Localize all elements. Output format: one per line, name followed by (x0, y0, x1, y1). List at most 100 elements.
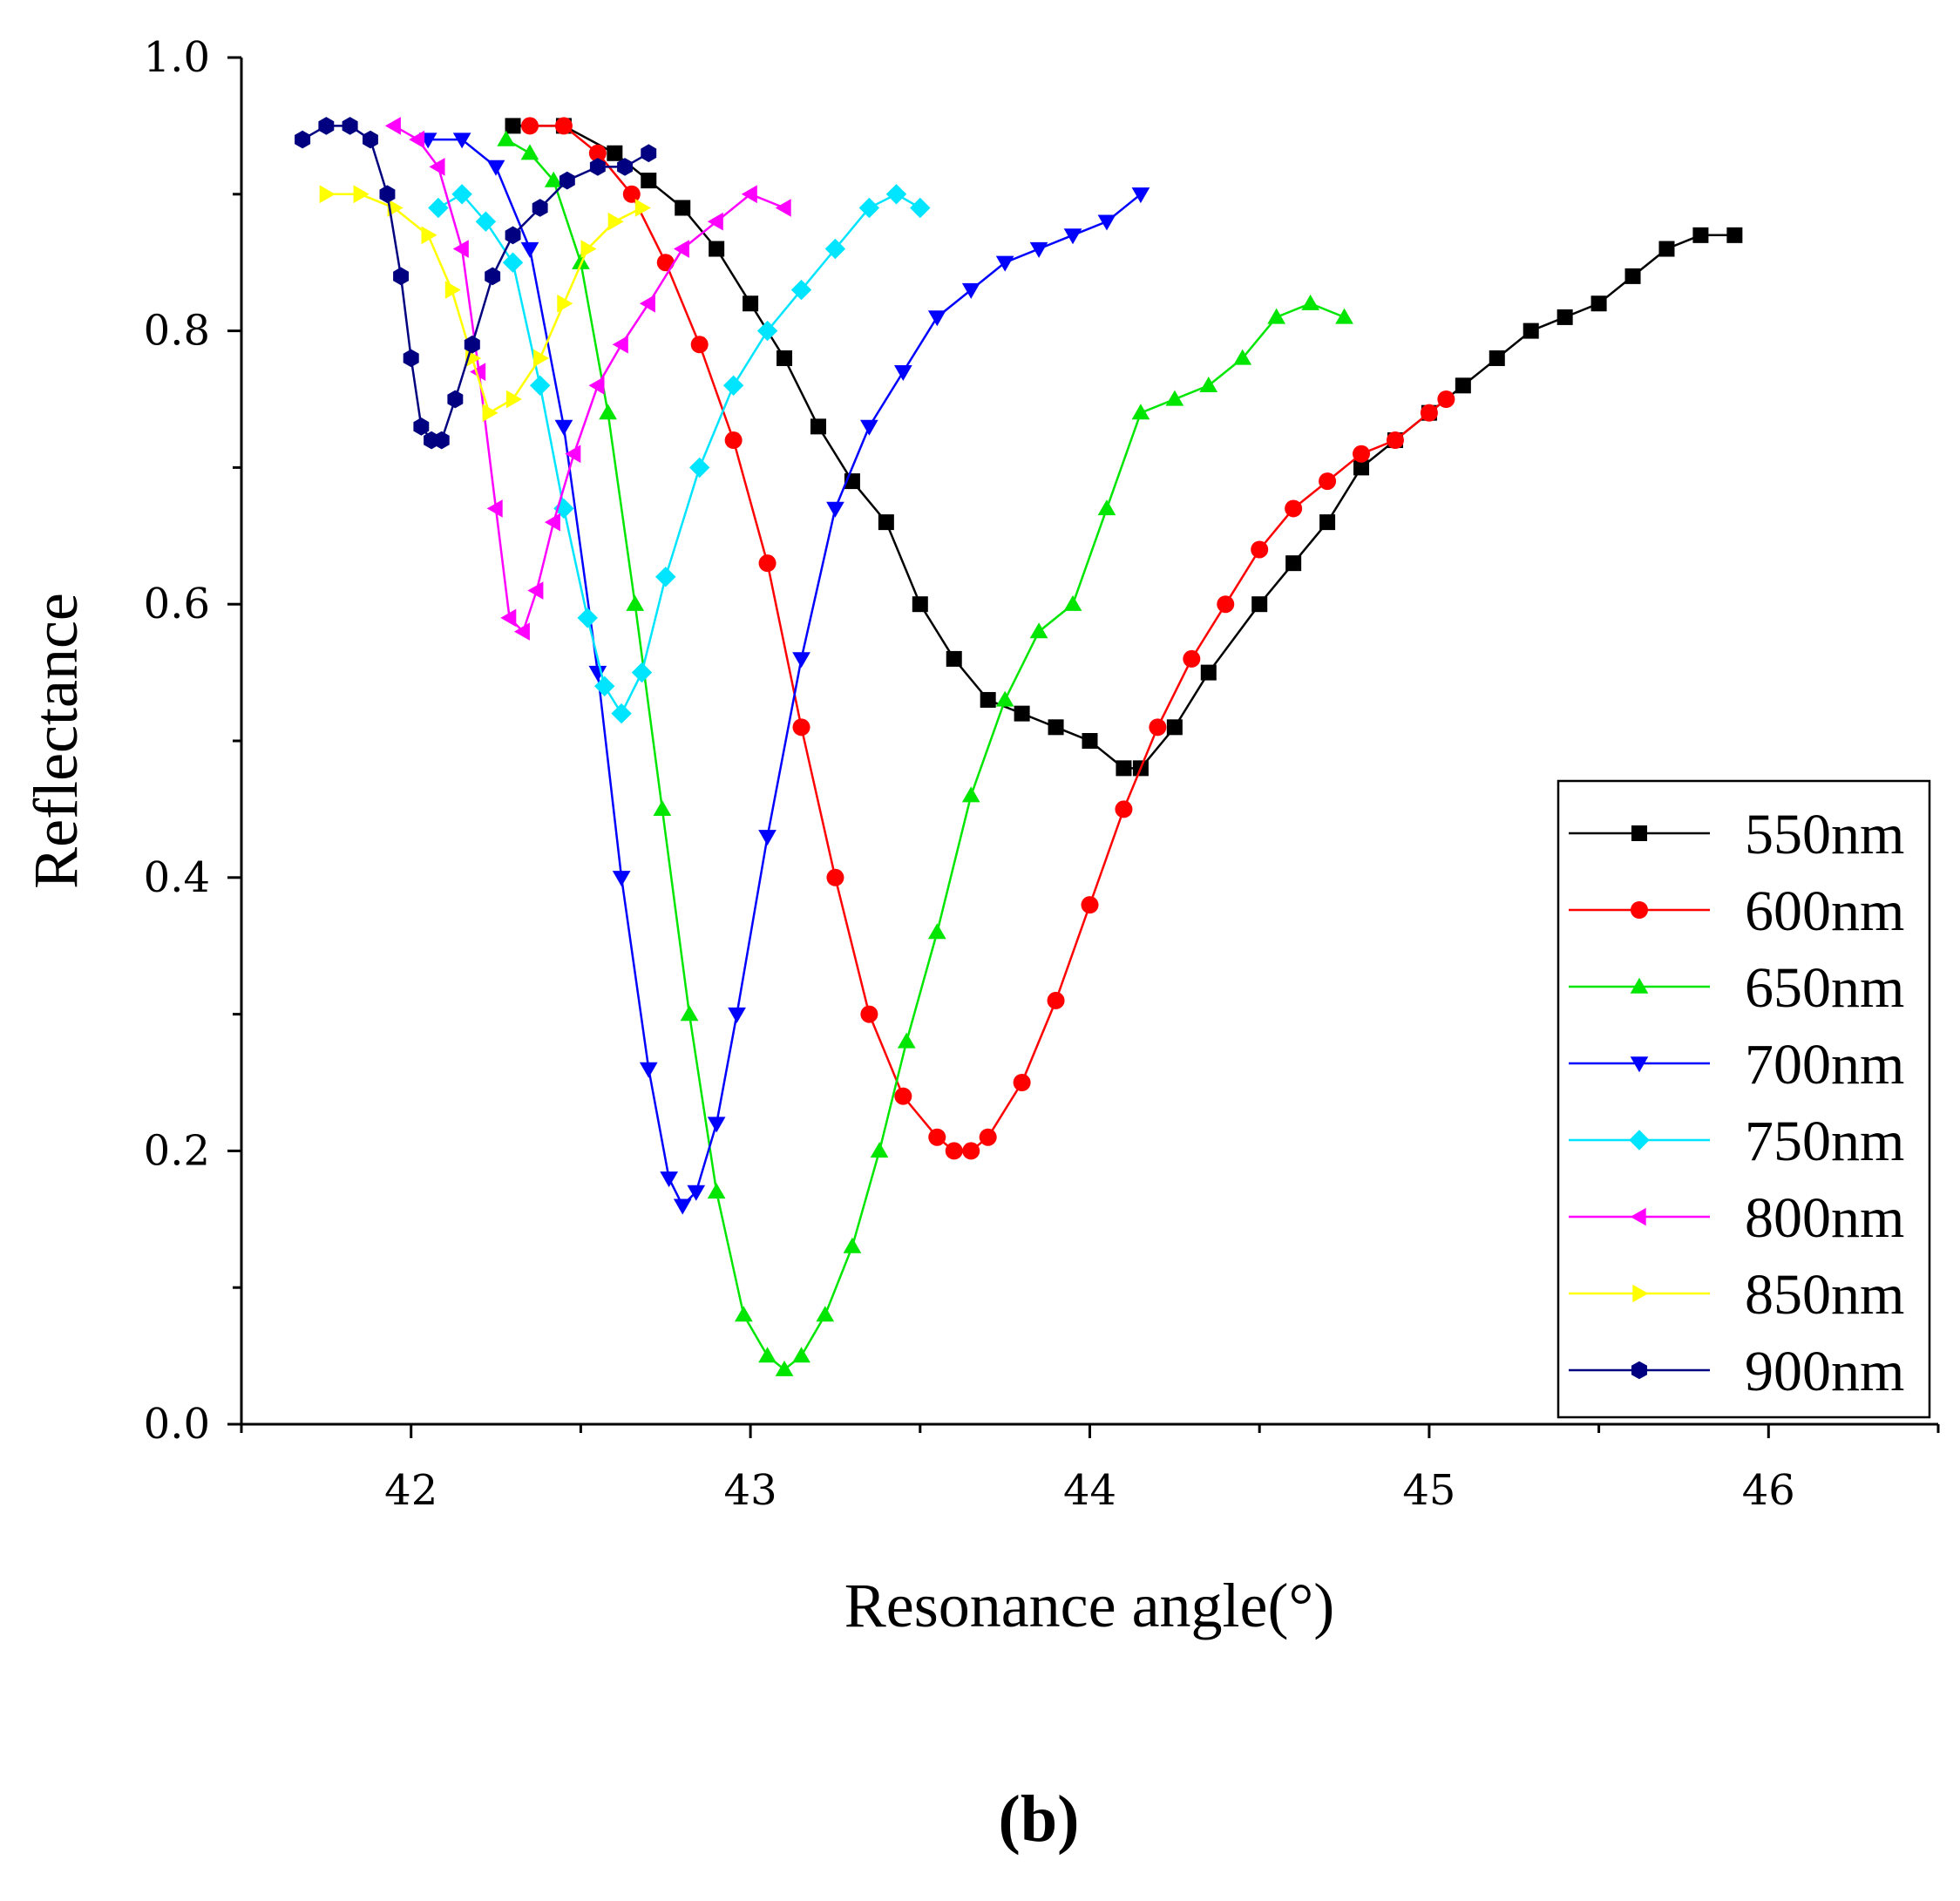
data-point (588, 665, 607, 682)
data-point (622, 185, 641, 203)
y-tick-label: 0.6 (144, 580, 210, 628)
data-point (1726, 227, 1743, 243)
data-point (588, 144, 607, 162)
data-point (1081, 896, 1099, 914)
data-point (617, 158, 633, 176)
data-point (1166, 719, 1183, 736)
data-point (631, 662, 653, 683)
legend-marker (1630, 977, 1649, 994)
data-point (530, 375, 551, 396)
data-point (928, 1128, 946, 1146)
data-point (447, 390, 464, 409)
series-line-650nm (505, 139, 1345, 1371)
data-point (1013, 1074, 1031, 1091)
data-point (1319, 472, 1337, 491)
data-point (520, 117, 539, 135)
legend-item-750nm: 750nm (1569, 1110, 1904, 1173)
data-point (1590, 295, 1607, 312)
data-point (816, 1306, 835, 1322)
data-point (1353, 445, 1371, 463)
ticks: 42 43 44 45 46 0.0 0.2 0.4 0.6 0.8 1.0 (144, 33, 1940, 1515)
figure-caption: (b) (999, 1782, 1080, 1856)
data-point (709, 241, 725, 257)
data-point (707, 212, 723, 231)
data-point (826, 501, 844, 518)
data-point (607, 212, 624, 231)
data-point (641, 173, 657, 189)
data-point (1233, 349, 1252, 365)
data-point (634, 199, 651, 217)
data-point (428, 197, 449, 219)
data-point (758, 554, 777, 573)
data-point (1149, 718, 1167, 737)
data-point (589, 158, 606, 176)
legend-label: 700nm (1745, 1033, 1904, 1096)
legend-label: 600nm (1745, 879, 1904, 943)
data-point (612, 871, 631, 887)
data-point (722, 375, 744, 396)
data-point (409, 130, 425, 149)
data-point (1267, 308, 1285, 324)
data-point (962, 1142, 980, 1160)
data-point (660, 1171, 678, 1188)
series-700nm (418, 132, 1150, 1215)
data-point (464, 335, 480, 354)
legend-marker (1631, 1361, 1647, 1380)
data-point (594, 676, 615, 696)
data-point (1131, 404, 1150, 420)
data-point (675, 200, 691, 216)
data-point (470, 363, 486, 381)
data-point (513, 622, 530, 641)
data-point (486, 499, 503, 518)
legend-item-550nm: 550nm (1569, 803, 1904, 866)
data-point (1301, 294, 1319, 310)
data-point (680, 1005, 699, 1022)
data-point (1386, 431, 1404, 450)
data-point (810, 418, 826, 435)
legend-box (1556, 779, 1931, 1419)
data-point (612, 335, 628, 354)
data-point (690, 336, 709, 354)
data-point (393, 267, 409, 286)
data-point (553, 498, 574, 519)
data-point (724, 431, 743, 450)
series-750nm (428, 184, 931, 724)
data-point (741, 185, 757, 204)
data-point (894, 365, 912, 381)
legend-label: 850nm (1745, 1263, 1904, 1327)
data-point (653, 800, 672, 816)
data-point (1097, 499, 1116, 516)
legend: 550nm 600nm 650nm 700nm 750nm 800nm 850nm 900nm (1556, 779, 1931, 1419)
data-point (554, 419, 573, 436)
data-point (790, 279, 812, 301)
legend-label: 650nm (1745, 956, 1904, 1020)
data-point (318, 117, 335, 135)
data-point (580, 240, 597, 258)
series-650nm (497, 130, 1353, 1376)
data-point (673, 240, 689, 258)
data-point (689, 457, 710, 479)
data-point (295, 130, 311, 149)
data-point (485, 267, 501, 286)
legend-item-650nm: 650nm (1569, 956, 1904, 1020)
data-point (572, 253, 590, 269)
data-point (497, 130, 516, 146)
data-point (1097, 214, 1116, 231)
data-point (533, 349, 549, 368)
data-point (1437, 390, 1455, 408)
data-point (433, 431, 450, 450)
data-point (1029, 241, 1048, 258)
data-point (961, 282, 980, 299)
data-point (1131, 187, 1150, 204)
x-tick-label: 42 (384, 1466, 437, 1515)
legend-item-850nm: 850nm (1569, 1263, 1904, 1327)
legend-marker (1631, 825, 1647, 841)
x-tick-label: 45 (1402, 1466, 1455, 1515)
x-tick-label: 43 (724, 1466, 777, 1515)
data-point (319, 185, 336, 204)
data-point (897, 1032, 916, 1049)
data-point (577, 608, 598, 628)
data-point (860, 1005, 878, 1023)
data-point (946, 650, 962, 667)
data-point (858, 197, 880, 219)
